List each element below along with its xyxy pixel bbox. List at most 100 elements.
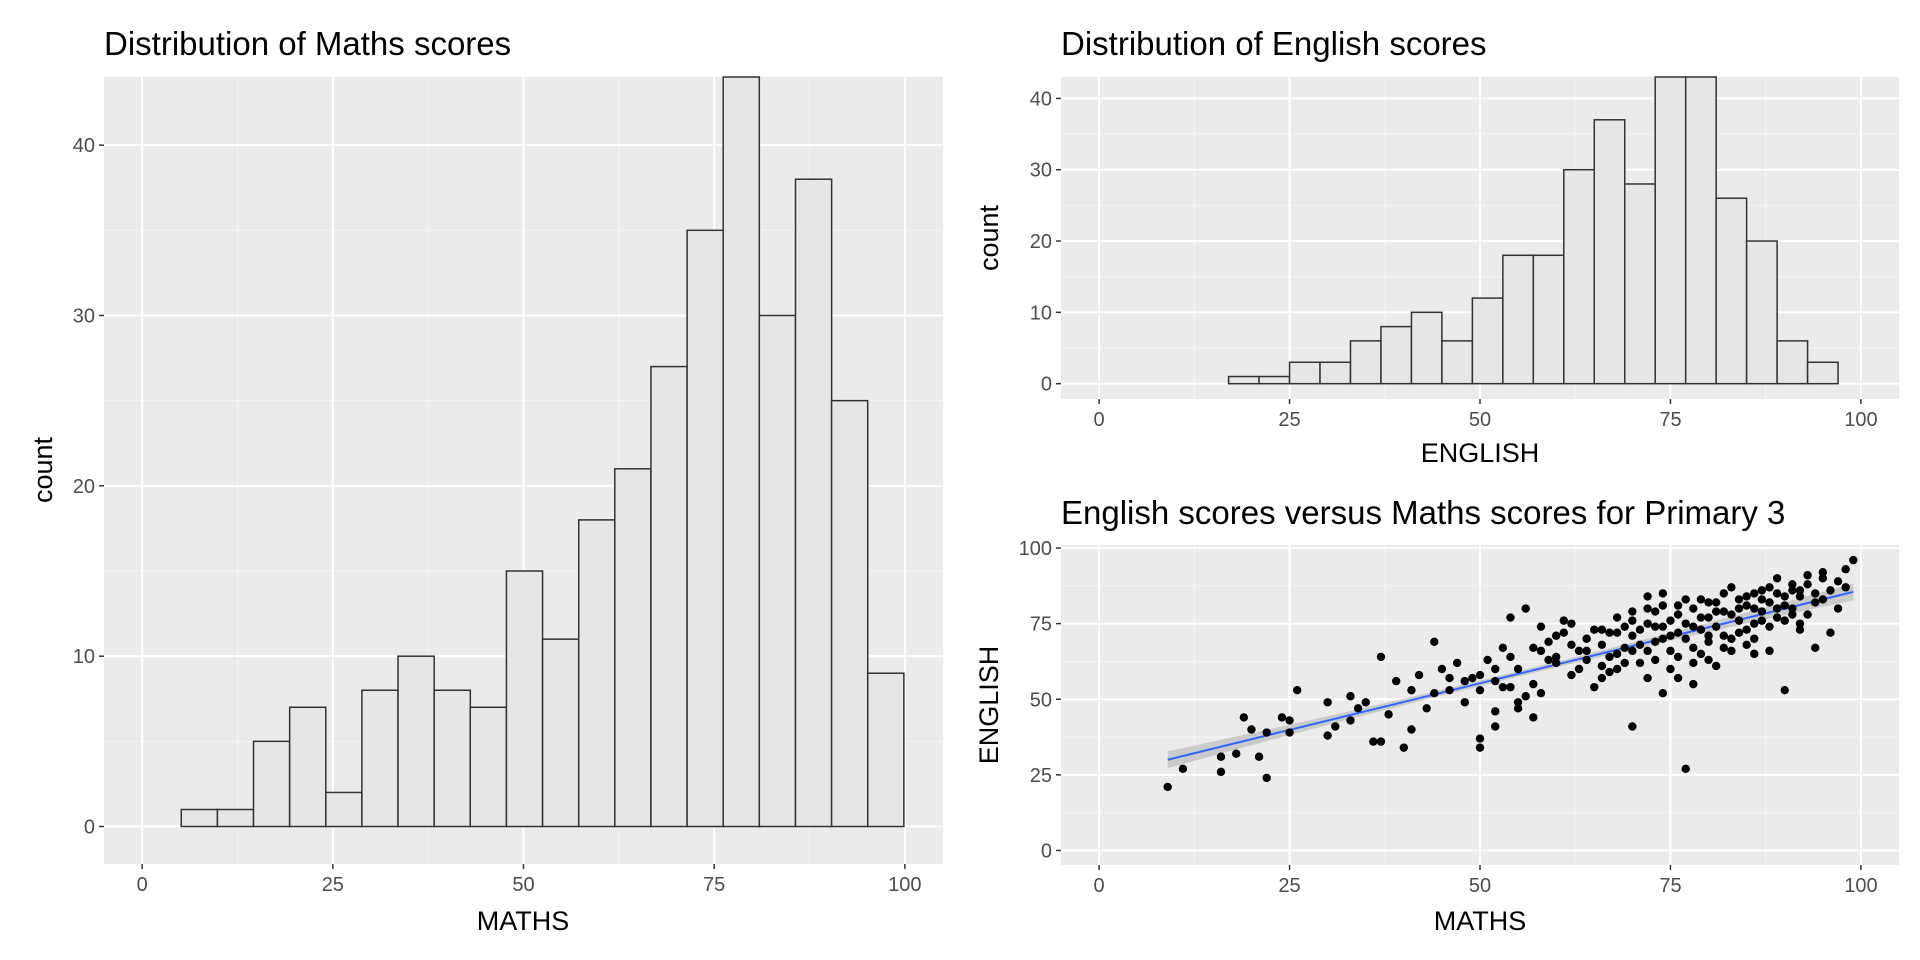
scatter-point bbox=[1620, 622, 1629, 631]
scatter-point bbox=[1780, 616, 1789, 625]
scatter-point bbox=[1742, 625, 1751, 634]
scatter-point bbox=[1651, 637, 1660, 646]
english-histogram-bar bbox=[1258, 375, 1291, 385]
scatter-point bbox=[1392, 676, 1401, 686]
scatter-point bbox=[1818, 568, 1828, 577]
scatter-point bbox=[1178, 764, 1188, 774]
english-histogram-y-tick-label: 40 bbox=[1030, 88, 1052, 110]
english-histogram-y-tick-label: 30 bbox=[1030, 160, 1052, 182]
scatter-point bbox=[1727, 646, 1736, 656]
scatter-point bbox=[1551, 658, 1561, 668]
maths-histogram-bar bbox=[288, 706, 327, 828]
scatter-point bbox=[1711, 661, 1721, 671]
english-histogram-bar bbox=[1715, 197, 1748, 385]
scatter-point bbox=[1285, 716, 1294, 725]
scatter-point bbox=[1811, 643, 1820, 653]
scatter-point bbox=[1605, 628, 1614, 637]
scatter-point bbox=[1696, 613, 1706, 622]
scatter-point bbox=[1612, 664, 1622, 674]
scatter-point bbox=[1376, 652, 1386, 662]
scatter-point bbox=[1445, 673, 1454, 683]
maths-histogram-bar bbox=[397, 655, 435, 828]
scatter-point bbox=[1651, 607, 1660, 616]
maths-histogram-y-tick-label: 10 bbox=[73, 646, 95, 668]
scatter-point bbox=[1818, 595, 1828, 604]
scatter-point bbox=[1673, 652, 1683, 662]
scatter-point bbox=[1689, 643, 1698, 653]
scatter-point bbox=[1254, 752, 1264, 761]
scatter-point bbox=[1475, 670, 1485, 680]
scatter-point bbox=[1757, 607, 1767, 616]
scatter-point bbox=[1780, 592, 1789, 601]
scatter-point bbox=[1765, 598, 1774, 607]
scatter-point bbox=[1643, 592, 1652, 601]
scatter-x-tick-label: 25 bbox=[1278, 875, 1300, 897]
scatter-point bbox=[1559, 628, 1569, 637]
scatter-point bbox=[1711, 622, 1721, 631]
maths-histogram-bar bbox=[180, 808, 219, 828]
scatter-point bbox=[1597, 661, 1607, 671]
scatter-point bbox=[1788, 610, 1797, 619]
english-histogram-x-tick-label: 100 bbox=[1844, 409, 1877, 431]
scatter-point bbox=[1513, 704, 1523, 713]
maths-histogram-y-tick-labels: 0 10 20 30 40 bbox=[73, 135, 104, 839]
scatter-point bbox=[1574, 664, 1584, 674]
scatter-point bbox=[1445, 685, 1454, 695]
scatter-point bbox=[1216, 752, 1226, 761]
scatter-point bbox=[1849, 555, 1858, 565]
scatter-point bbox=[1536, 622, 1546, 631]
scatter-point bbox=[1750, 604, 1759, 613]
scatter-point bbox=[1529, 643, 1538, 653]
scatter-point bbox=[1407, 685, 1416, 695]
scatter-point bbox=[1734, 628, 1744, 637]
scatter-point bbox=[1696, 595, 1706, 604]
scatter-point bbox=[1605, 652, 1614, 662]
scatter-point bbox=[1506, 613, 1515, 622]
scatter-point bbox=[1529, 679, 1538, 689]
maths-histogram-x-tick-labels: 0 25 50 75 100 bbox=[137, 864, 922, 896]
scatter-x-tick-label: 50 bbox=[1469, 875, 1491, 897]
scatter-point bbox=[1734, 616, 1744, 625]
scatter-point bbox=[1666, 664, 1675, 674]
scatter-y-tick-label: 75 bbox=[1030, 614, 1052, 636]
scatter-point bbox=[1689, 679, 1698, 689]
scatter-point bbox=[1711, 598, 1721, 607]
maths-histogram-bar bbox=[505, 570, 544, 828]
scatter-point bbox=[1833, 577, 1843, 586]
scatter-point bbox=[1506, 682, 1515, 692]
scatter-y-tick-label: 50 bbox=[1030, 689, 1052, 711]
english-histogram-y-tick-label: 20 bbox=[1030, 231, 1052, 253]
scatter-point bbox=[1430, 689, 1439, 698]
scatter-point bbox=[1513, 698, 1523, 707]
scatter-point bbox=[1742, 601, 1751, 610]
scatter-point bbox=[1323, 698, 1332, 707]
english-histogram-x-tick-label: 50 bbox=[1469, 409, 1491, 431]
english-histogram-y-tick-labels: 0 10 20 30 40 bbox=[1030, 88, 1061, 396]
scatter-point bbox=[1262, 728, 1271, 737]
maths-histogram-y-axis-title: count bbox=[28, 436, 58, 503]
scatter-point bbox=[1597, 640, 1607, 650]
maths-histogram-x-tick-label: 100 bbox=[888, 874, 921, 896]
maths-histogram-bar bbox=[614, 468, 652, 828]
scatter-point bbox=[1559, 616, 1569, 625]
scatter-point bbox=[1643, 619, 1652, 628]
scatter-point bbox=[1651, 622, 1660, 631]
scatter-point bbox=[1460, 698, 1469, 707]
scatter-point bbox=[1795, 619, 1805, 628]
scatter-title: English scores versus Maths scores for P… bbox=[1061, 494, 1785, 531]
scatter-point bbox=[1551, 631, 1561, 640]
scatter-point bbox=[1696, 625, 1706, 634]
scatter-x-tick-label: 100 bbox=[1844, 875, 1877, 897]
english-histogram-panel: Distribution of English scores 0 25 50 75 10… bbox=[974, 25, 1899, 468]
scatter-point bbox=[1437, 664, 1447, 674]
scatter-point bbox=[1681, 619, 1690, 628]
scatter-point bbox=[1704, 637, 1713, 646]
scatter-point bbox=[1491, 707, 1500, 716]
scatter-point bbox=[1277, 713, 1287, 722]
scatter-point bbox=[1734, 595, 1744, 604]
scatter-point bbox=[1719, 643, 1728, 653]
maths-histogram-bar bbox=[252, 740, 291, 828]
scatter-point bbox=[1506, 652, 1515, 662]
scatter-point bbox=[1689, 604, 1698, 613]
scatter-point bbox=[1544, 655, 1553, 665]
